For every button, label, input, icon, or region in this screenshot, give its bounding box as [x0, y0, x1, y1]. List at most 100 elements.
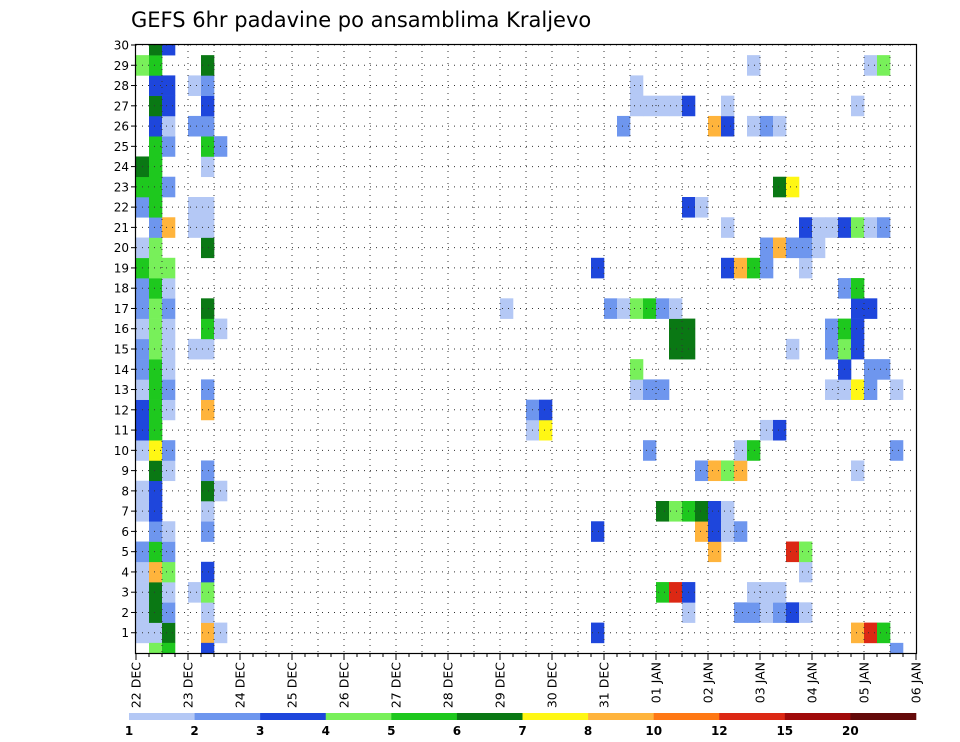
- colorbar-segment: [456, 713, 523, 720]
- heatmap-cell: [695, 460, 709, 482]
- y-tick-label: 17: [114, 302, 129, 316]
- heatmap-cell: [617, 298, 631, 319]
- heatmap-cell: [773, 419, 787, 441]
- x-tick-label: 23 DEC: [181, 662, 196, 708]
- heatmap-cell: [786, 176, 800, 198]
- y-tick-label: 1: [121, 626, 129, 640]
- heatmap-cell: [669, 298, 683, 319]
- heatmap-cell: [149, 45, 163, 56]
- heatmap-cell: [864, 379, 878, 400]
- heatmap-cell: [162, 582, 176, 603]
- heatmap-cells: [136, 45, 904, 654]
- heatmap-cell: [149, 278, 163, 299]
- heatmap-cell: [201, 197, 215, 218]
- heatmap-cell: [656, 379, 670, 400]
- y-tick-label: 20: [114, 241, 129, 255]
- colorbar-label: 10: [645, 724, 662, 738]
- heatmap-cell: [201, 75, 215, 96]
- heatmap-cell: [162, 176, 176, 198]
- heatmap-cell: [149, 521, 163, 542]
- heatmap-cell: [708, 521, 722, 542]
- x-tick-label: 04 JAN: [805, 662, 820, 703]
- heatmap-cell: [162, 561, 176, 583]
- heatmap-cell: [201, 318, 215, 340]
- heatmap-cell: [669, 501, 683, 522]
- heatmap-cell: [617, 115, 631, 137]
- heatmap-cell: [825, 217, 839, 238]
- heatmap-cell: [201, 642, 215, 654]
- y-tick-label: 15: [114, 343, 129, 357]
- y-tick-label: 10: [114, 444, 129, 458]
- y-tick-label: 26: [114, 120, 129, 134]
- heatmap-cell: [877, 359, 891, 380]
- heatmap-cell: [890, 642, 904, 654]
- heatmap-cell: [851, 460, 865, 482]
- y-tick-label: 21: [114, 221, 129, 235]
- colorbar-segment: [850, 713, 917, 720]
- colorbar-segment: [522, 713, 589, 720]
- x-tick-label: 27 DEC: [389, 662, 404, 708]
- heatmap-cell: [201, 460, 215, 482]
- heatmap-cell: [630, 298, 644, 319]
- heatmap-cell: [500, 298, 514, 319]
- heatmap-cell: [877, 55, 891, 76]
- heatmap-cell: [669, 338, 683, 360]
- colorbar-segment: [588, 713, 654, 720]
- heatmap-cell: [149, 642, 163, 654]
- heatmap-cell: [799, 561, 813, 583]
- heatmap-cell: [591, 622, 605, 644]
- y-tick-label: 6: [121, 525, 129, 539]
- heatmap-cell: [149, 55, 163, 76]
- heatmap-cell: [149, 136, 163, 157]
- heatmap-cell: [162, 318, 176, 340]
- heatmap-cell: [149, 440, 163, 461]
- heatmap-cell: [695, 501, 709, 522]
- colorbar-segment: [653, 713, 720, 720]
- heatmap-cell: [591, 257, 605, 279]
- colorbar-label: 4: [322, 724, 330, 738]
- heatmap-cell: [721, 115, 735, 137]
- heatmap-cell: [201, 237, 215, 259]
- heatmap-cell: [188, 582, 202, 603]
- y-tick-label: 22: [114, 201, 129, 215]
- y-tick-label: 4: [121, 565, 129, 579]
- heatmap-cell: [149, 217, 163, 238]
- heatmap-cell: [162, 75, 176, 96]
- y-tick-label: 23: [114, 180, 129, 194]
- colorbar: 1 2 3 4 5 6 7 8 10 12 15 20: [125, 713, 917, 738]
- colorbar-label: 1: [125, 724, 133, 738]
- colorbar-label: 7: [518, 724, 526, 738]
- y-tick-label: 3: [121, 586, 129, 600]
- x-axis: 22 DEC 23 DEC 24 DEC 25 DEC 26 DEC 27 DEC 28 D…: [129, 653, 924, 708]
- heatmap-cell: [851, 379, 865, 400]
- heatmap-cell: [162, 521, 176, 542]
- heatmap-cell: [734, 460, 748, 482]
- heatmap-cell: [851, 278, 865, 299]
- heatmap-cell: [786, 602, 800, 623]
- heatmap-cell: [825, 338, 839, 360]
- heatmap-cell: [708, 460, 722, 482]
- x-tick-label: 26 DEC: [337, 662, 352, 708]
- heatmap-cell: [149, 561, 163, 583]
- heatmap-cell: [201, 521, 215, 542]
- heatmap-cell: [149, 622, 163, 644]
- heatmap-cell: [669, 318, 683, 340]
- heatmap-cell: [656, 582, 670, 603]
- y-axis: 1234567891011121314151617181920212223242…: [114, 39, 136, 640]
- y-tick-label: 30: [114, 39, 129, 53]
- heatmap-cell: [825, 379, 839, 400]
- colorbar-label: 3: [256, 724, 264, 738]
- heatmap-cell: [201, 399, 215, 421]
- colorbar-segment: [325, 713, 392, 720]
- heatmap-cell: [656, 298, 670, 319]
- colorbar-label: 8: [584, 724, 592, 738]
- heatmap-cell: [669, 95, 683, 117]
- heatmap-cell: [734, 257, 748, 279]
- heatmap-cell: [539, 399, 553, 421]
- heatmap-cell: [643, 95, 657, 117]
- heatmap-cell: [188, 217, 202, 238]
- heatmap-cell: [786, 541, 800, 563]
- x-tick-label: 06 JAN: [909, 662, 924, 703]
- heatmap-cell: [201, 480, 215, 502]
- heatmap-cell: [734, 602, 748, 623]
